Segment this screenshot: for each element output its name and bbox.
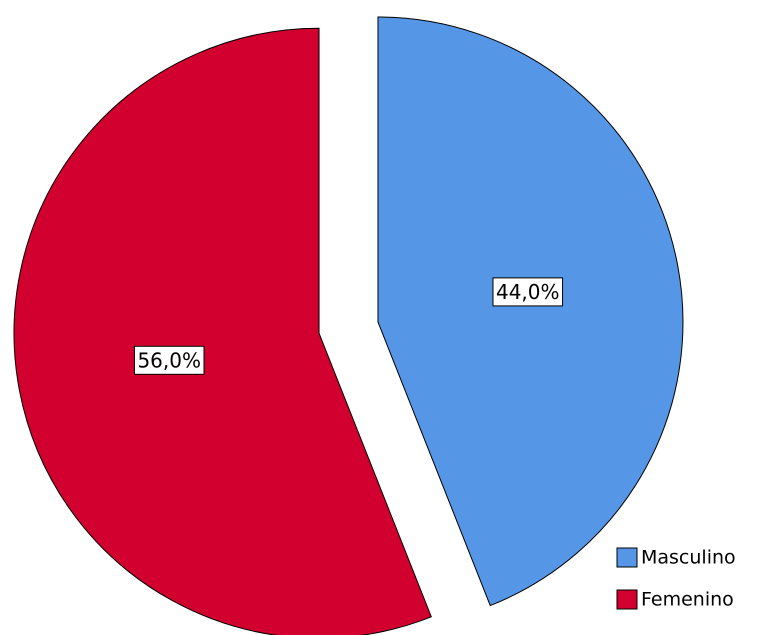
label-box (492, 277, 564, 307)
legend-label: Femenino (641, 589, 734, 611)
value-label: 56,0% (137, 348, 201, 372)
slice-label: 56,0% (133, 345, 205, 375)
legend-swatch (616, 547, 638, 568)
value-label: 44,0% (496, 280, 560, 304)
legend-label: Masculino (641, 547, 736, 569)
legend: Masculino Femenino (616, 547, 736, 611)
label-box (133, 345, 205, 375)
pie-slice (13, 27, 432, 635)
slice-label: 44,0% (492, 277, 564, 307)
pie-slice (377, 16, 684, 607)
legend-swatch (616, 589, 638, 610)
